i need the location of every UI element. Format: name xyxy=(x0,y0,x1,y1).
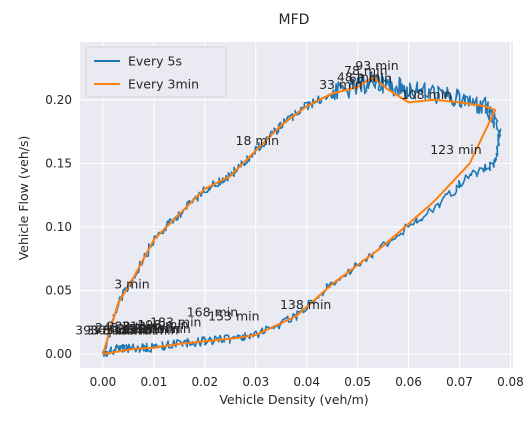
y-tick-label: 0.10 xyxy=(45,220,72,234)
gridlines xyxy=(80,42,513,368)
time-annotation: 303 min xyxy=(139,321,190,336)
time-annotation: 33 min xyxy=(319,77,362,92)
x-tick-label: 0.07 xyxy=(446,375,473,389)
time-annotation: 258 min xyxy=(129,321,180,336)
time-annotation: 138 min xyxy=(280,297,331,312)
time-annotation: 363 min xyxy=(90,322,141,337)
time-annotation: 18 min xyxy=(236,133,279,148)
time-annotation: 348 min xyxy=(127,322,178,337)
time-annotation: 123 min xyxy=(430,142,481,157)
series-line-every-5s xyxy=(102,71,502,358)
series-layer xyxy=(101,71,502,358)
y-tick-label: 0.15 xyxy=(45,156,72,170)
time-annotation: 153 min xyxy=(208,308,259,323)
x-tick-label: 0.06 xyxy=(395,375,422,389)
time-annotation: 288 min xyxy=(117,321,168,336)
time-annotation: 378 min xyxy=(86,322,137,337)
time-annotation: 3 min xyxy=(114,277,150,292)
x-tick-label: 0.01 xyxy=(141,375,168,389)
x-tick-label: 0.03 xyxy=(242,375,269,389)
time-annotation: 228 min xyxy=(107,319,158,334)
x-tick-label: 0.02 xyxy=(191,375,218,389)
time-annotation: 183 min xyxy=(150,315,201,330)
time-annotation: 213 min xyxy=(122,319,173,334)
y-axis-label: Vehicle Flow (veh/s) xyxy=(16,136,31,261)
x-tick-labels: 0.00 0.01 0.02 0.03 0.04 0.05 0.06 0.07 0.08 xyxy=(90,375,524,389)
series-line-every-3min xyxy=(101,76,497,355)
time-annotation: 108 min xyxy=(401,87,452,102)
time-annotation: 78 min xyxy=(344,63,387,78)
y-tick-labels: 0.00 0.05 0.10 0.15 0.20 xyxy=(45,93,72,361)
x-axis-label: Vehicle Density (veh/m) xyxy=(219,392,368,407)
x-tick-label: 0.04 xyxy=(293,375,320,389)
time-annotation: 333 min xyxy=(112,322,163,337)
legend-box xyxy=(85,46,227,98)
x-tick-label: 0.00 xyxy=(90,375,117,389)
x-tick-label: 0.05 xyxy=(344,375,371,389)
time-annotation: 93 min xyxy=(355,58,398,73)
time-annotation: 48 min xyxy=(337,69,380,84)
time-annotation: 198 min xyxy=(137,317,188,332)
y-tick-label: 0.00 xyxy=(45,347,72,361)
x-tick-label: 0.08 xyxy=(497,375,524,389)
legend-label-every-5s: Every 5s xyxy=(128,54,182,69)
y-tick-label: 0.20 xyxy=(45,93,72,107)
time-annotation: 393 min xyxy=(75,322,126,337)
time-annotation: 168 min xyxy=(187,305,238,320)
chart-title: MFD xyxy=(279,12,310,28)
time-annotation: 318 min xyxy=(105,322,156,337)
legend-label-every-3min: Every 3min xyxy=(128,77,199,92)
y-tick-label: 0.05 xyxy=(45,283,72,297)
time-annotation: 243 min xyxy=(95,320,146,335)
time-annotation: 63 min xyxy=(349,71,392,86)
legend: Every 5s Every 3min xyxy=(85,46,227,98)
